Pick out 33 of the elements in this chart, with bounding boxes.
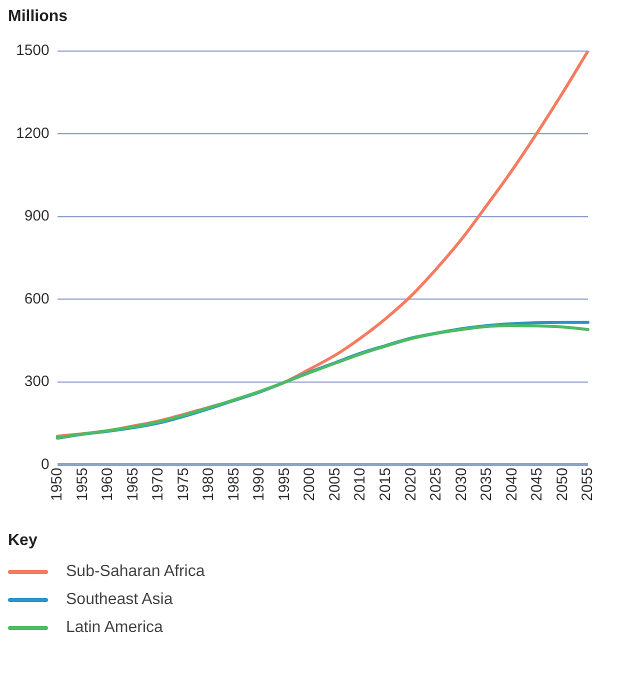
x-tick-label: 1975 [174, 468, 192, 502]
x-tick-label: 2025 [428, 468, 445, 502]
x-tick-label: 2015 [376, 468, 394, 502]
x-tick-label: 2050 [554, 468, 571, 502]
x-tick-label: 2035 [478, 468, 496, 502]
x-tick-label: 2020 [402, 468, 420, 502]
y-tick-label: 900 [24, 208, 50, 225]
legend-label: Latin America [66, 619, 163, 637]
y-tick-label: 1200 [16, 124, 50, 142]
legend-label: Southeast Asia [66, 591, 173, 609]
y-tick-label: 600 [24, 290, 50, 308]
x-tick-label: 2030 [452, 468, 470, 502]
y-tick-label: 1500 [16, 42, 50, 60]
x-tick-label: 1955 [74, 468, 91, 502]
x-tick-label: 1950 [48, 468, 66, 502]
x-tick-label: 1985 [225, 468, 242, 502]
x-tick-label: 2045 [528, 468, 546, 502]
x-tick-label: 1990 [250, 468, 268, 502]
x-tick-label: 1965 [124, 468, 142, 502]
x-tick-label: 1995 [276, 468, 293, 502]
x-tick-label: 2055 [579, 468, 596, 502]
legend-label: Sub-Saharan Africa [66, 563, 205, 581]
x-tick-label: 2010 [352, 468, 369, 502]
x-tick-label: 2040 [503, 468, 520, 502]
y-axis-title: Millions [8, 8, 69, 26]
x-tick-label: 1960 [99, 468, 116, 502]
x-tick-label: 2005 [326, 468, 344, 502]
legend-title: Key [8, 532, 38, 550]
x-tick-label: 1970 [150, 468, 167, 502]
x-tick-label: 1980 [200, 468, 218, 502]
y-tick-label: 0 [41, 456, 50, 473]
y-tick-label: 300 [24, 373, 50, 390]
x-tick-label: 2000 [301, 468, 318, 502]
